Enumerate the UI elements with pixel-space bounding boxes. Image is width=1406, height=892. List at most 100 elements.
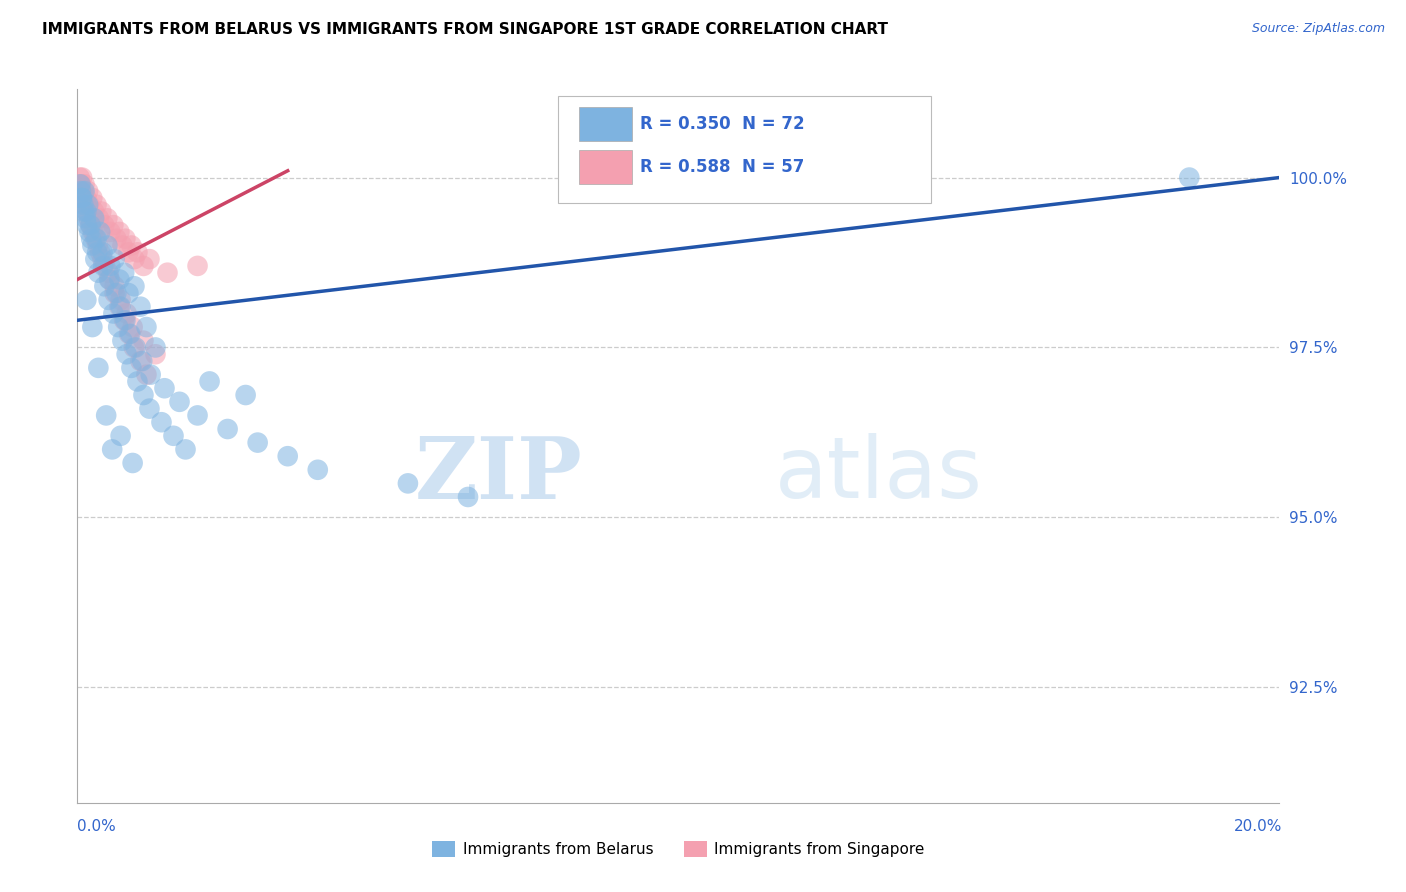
Point (97, 266, 120, 280)
Point (79, 218, 101, 232)
Point (105, 286, 128, 301)
Point (70, 191, 93, 205)
Point (132, 259, 155, 273)
Point (187, 409, 209, 423)
Point (122, 341, 145, 355)
Point (89, 245, 111, 260)
Point (129, 300, 152, 314)
Text: Source: ZipAtlas.com: Source: ZipAtlas.com (1251, 22, 1385, 36)
Point (174, 442, 197, 457)
Point (75, 191, 97, 205)
Point (84, 232, 107, 246)
Point (129, 354, 152, 368)
Point (89, 225, 111, 239)
Point (70, 191, 93, 205)
Point (69, 178, 91, 192)
Point (75, 293, 97, 307)
Point (100, 225, 122, 239)
Point (138, 252, 160, 266)
FancyBboxPatch shape (579, 107, 631, 141)
Text: 0.0%: 0.0% (77, 820, 117, 834)
Point (111, 238, 134, 252)
Point (145, 341, 167, 355)
Point (69, 178, 91, 192)
Text: R = 0.350  N = 72: R = 0.350 N = 72 (640, 115, 804, 133)
Point (87, 211, 110, 226)
Point (80, 232, 103, 246)
Point (117, 245, 139, 260)
Legend: Immigrants from Belarus, Immigrants from Singapore: Immigrants from Belarus, Immigrants from… (426, 835, 931, 863)
FancyBboxPatch shape (579, 150, 631, 184)
Point (120, 326, 142, 341)
Point (75, 198, 97, 212)
Point (131, 354, 153, 368)
Text: atlas: atlas (775, 433, 983, 516)
Point (70, 178, 93, 192)
Point (153, 381, 176, 395)
Point (91, 252, 114, 266)
Point (73, 204, 96, 219)
Point (110, 300, 132, 314)
Point (91, 259, 114, 273)
Point (120, 238, 142, 252)
Point (396, 476, 419, 491)
Point (108, 225, 131, 239)
Point (91, 245, 114, 260)
Point (77, 211, 100, 226)
Point (132, 388, 155, 402)
Point (124, 341, 146, 355)
Point (307, 463, 329, 477)
Point (87, 360, 110, 375)
Point (135, 320, 157, 334)
Point (72, 191, 94, 205)
Point (108, 300, 131, 314)
Point (112, 266, 135, 280)
Point (82, 225, 104, 239)
Point (104, 252, 127, 266)
Point (127, 375, 149, 389)
Point (93, 279, 115, 293)
Point (75, 211, 97, 226)
Point (83, 204, 105, 219)
Point (103, 218, 125, 232)
Point (77, 184, 100, 198)
Point (86, 232, 108, 246)
Point (217, 422, 239, 436)
Point (138, 401, 160, 416)
Point (90, 204, 112, 219)
Point (132, 334, 155, 348)
Text: IMMIGRANTS FROM BELARUS VS IMMIGRANTS FROM SINGAPORE 1ST GRADE CORRELATION CHART: IMMIGRANTS FROM BELARUS VS IMMIGRANTS FR… (42, 22, 889, 37)
Point (69, 170, 91, 185)
FancyBboxPatch shape (558, 96, 931, 203)
Point (77, 198, 100, 212)
Point (101, 442, 124, 457)
Point (457, 490, 479, 504)
Point (83, 211, 105, 226)
Point (169, 394, 191, 409)
Point (82, 191, 104, 205)
Point (115, 347, 138, 361)
Point (86, 198, 108, 212)
Point (112, 313, 135, 327)
Point (98, 272, 121, 286)
Point (94, 259, 117, 273)
Point (145, 347, 167, 361)
Point (1178, 170, 1201, 185)
Point (198, 375, 221, 389)
Point (79, 198, 101, 212)
Point (70, 184, 93, 198)
Point (120, 360, 142, 375)
Point (76, 204, 98, 219)
Point (100, 259, 122, 273)
Point (82, 320, 104, 334)
Point (108, 272, 131, 286)
Point (104, 279, 127, 293)
Point (86, 245, 108, 260)
Point (70, 170, 93, 185)
Point (124, 279, 146, 293)
Point (156, 266, 179, 280)
Point (127, 245, 149, 260)
Point (73, 178, 96, 192)
Point (111, 334, 134, 348)
Point (246, 435, 269, 450)
